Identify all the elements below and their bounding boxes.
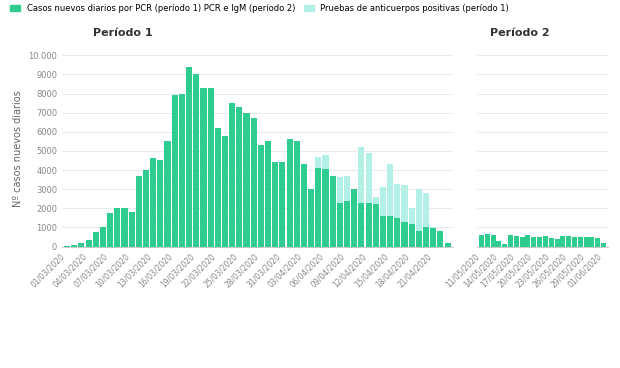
Bar: [590, 237, 595, 247]
Bar: [301, 164, 307, 247]
Bar: [143, 170, 149, 247]
Bar: [554, 239, 559, 247]
Bar: [280, 162, 285, 247]
Bar: [373, 197, 379, 247]
Bar: [222, 136, 228, 247]
Bar: [330, 178, 336, 247]
Bar: [543, 236, 548, 247]
Bar: [250, 118, 257, 247]
Bar: [122, 208, 128, 247]
Bar: [322, 155, 329, 247]
Bar: [380, 216, 386, 247]
Bar: [380, 187, 386, 247]
Bar: [560, 236, 565, 247]
Bar: [351, 189, 357, 247]
Y-axis label: Nº casos nuevos diarios: Nº casos nuevos diarios: [12, 91, 23, 208]
Bar: [71, 245, 78, 247]
Bar: [526, 235, 531, 247]
Bar: [387, 164, 393, 247]
Bar: [100, 227, 106, 247]
Bar: [401, 222, 407, 247]
Bar: [520, 237, 525, 247]
Text: Período 1: Período 1: [93, 28, 153, 38]
Bar: [200, 88, 206, 247]
Bar: [578, 237, 583, 247]
Bar: [337, 177, 343, 247]
Bar: [366, 202, 371, 247]
Bar: [437, 231, 443, 247]
Text: Período 2: Período 2: [490, 28, 550, 38]
Bar: [566, 236, 571, 247]
Bar: [344, 201, 350, 247]
Bar: [93, 232, 99, 247]
Bar: [86, 240, 92, 247]
Bar: [358, 147, 365, 247]
Bar: [107, 213, 113, 247]
Bar: [316, 157, 321, 247]
Bar: [258, 145, 264, 247]
Bar: [172, 96, 178, 247]
Bar: [409, 208, 415, 247]
Bar: [150, 158, 156, 247]
Bar: [549, 238, 554, 247]
Bar: [164, 141, 171, 247]
Bar: [193, 74, 199, 247]
Bar: [409, 224, 415, 247]
Legend: Casos nuevos diarios por PCR (período 1) PCR e IgM (período 2), Pruebas de antic: Casos nuevos diarios por PCR (período 1)…: [11, 4, 509, 13]
Bar: [64, 245, 70, 247]
Bar: [445, 243, 451, 247]
Bar: [485, 234, 490, 247]
Bar: [186, 67, 192, 247]
Bar: [430, 229, 436, 247]
Bar: [502, 244, 507, 247]
Bar: [229, 103, 235, 247]
Bar: [308, 189, 314, 247]
Bar: [157, 160, 164, 247]
Bar: [416, 189, 422, 247]
Bar: [344, 176, 350, 247]
Bar: [490, 235, 495, 247]
Bar: [595, 238, 600, 247]
Bar: [430, 227, 436, 247]
Bar: [537, 237, 542, 247]
Bar: [508, 235, 513, 247]
Bar: [215, 128, 221, 247]
Bar: [337, 202, 343, 247]
Bar: [601, 243, 606, 247]
Bar: [128, 212, 135, 247]
Bar: [286, 139, 293, 247]
Bar: [136, 176, 142, 247]
Bar: [179, 93, 185, 247]
Bar: [416, 231, 422, 247]
Bar: [366, 153, 371, 247]
Bar: [114, 208, 120, 247]
Bar: [316, 168, 321, 247]
Bar: [208, 88, 214, 247]
Bar: [265, 141, 271, 247]
Bar: [294, 141, 300, 247]
Bar: [244, 113, 250, 247]
Bar: [373, 205, 379, 247]
Bar: [78, 243, 84, 247]
Bar: [351, 199, 357, 247]
Bar: [531, 237, 536, 247]
Bar: [387, 216, 393, 247]
Bar: [330, 176, 336, 247]
Bar: [358, 202, 365, 247]
Bar: [394, 218, 401, 247]
Bar: [236, 107, 242, 247]
Bar: [423, 227, 429, 247]
Bar: [401, 185, 407, 247]
Bar: [423, 193, 429, 247]
Bar: [272, 162, 278, 247]
Bar: [497, 241, 502, 247]
Bar: [572, 237, 577, 247]
Bar: [514, 236, 519, 247]
Bar: [394, 184, 401, 247]
Bar: [322, 169, 329, 247]
Bar: [583, 237, 588, 247]
Bar: [479, 235, 484, 247]
